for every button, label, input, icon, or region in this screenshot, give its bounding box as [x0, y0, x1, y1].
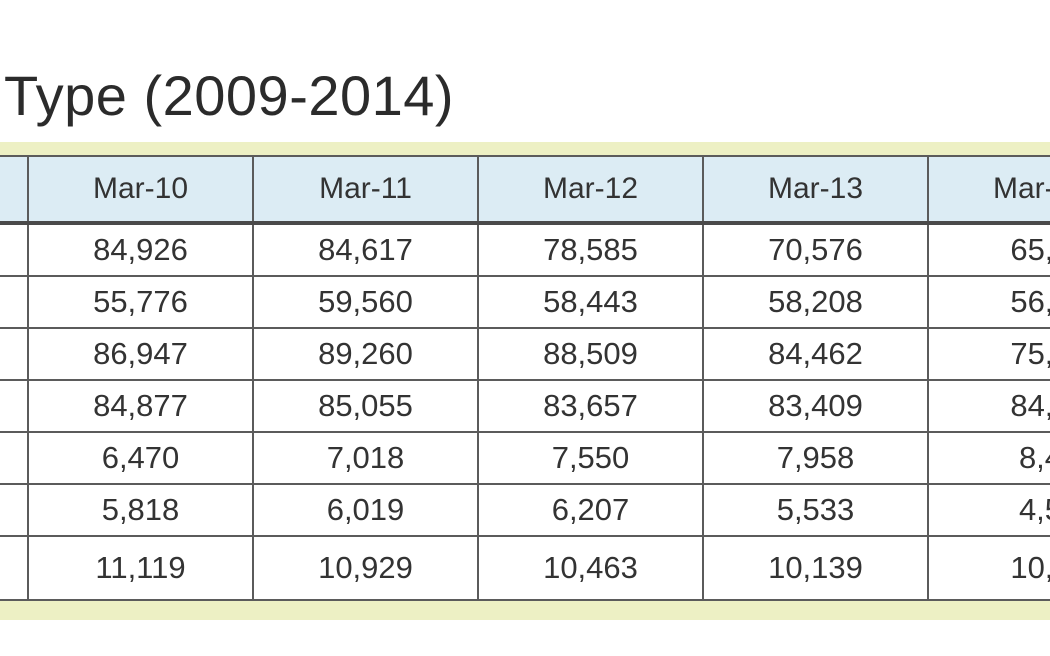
table-cell: 84,617 [252, 222, 479, 277]
table-cell: 55,776 [27, 275, 254, 329]
table-cell: 7,958 [702, 431, 929, 485]
column-header-mar-10: Mar-10 [27, 155, 254, 225]
row-label-cell [0, 379, 29, 433]
table-cell: 10,139 [702, 535, 929, 601]
table-cell: 56,0 [927, 275, 1050, 329]
table-cell: 5,818 [27, 483, 254, 537]
table-cell: 10,5 [927, 535, 1050, 601]
table-row: 55,776 59,560 58,443 58,208 56,0 [0, 275, 1050, 329]
row-label-cell [0, 431, 29, 485]
table-cell: 70,576 [702, 222, 929, 277]
column-header-label [0, 155, 29, 225]
table-cell: 85,055 [252, 379, 479, 433]
table-container: Mar-10 Mar-11 Mar-12 Mar-13 Mar-14 84,92… [0, 155, 1050, 605]
table-cell: 84,877 [27, 379, 254, 433]
table-cell: 8,4 [927, 431, 1050, 485]
table-row: 84,877 85,055 83,657 83,409 84,5 [0, 379, 1050, 433]
table-cell: 5,533 [702, 483, 929, 537]
column-header-mar-13: Mar-13 [702, 155, 929, 225]
table-cell: 10,929 [252, 535, 479, 601]
table-cell: 7,018 [252, 431, 479, 485]
table-row: 5,818 6,019 6,207 5,533 4,5 [0, 483, 1050, 537]
column-header-mar-12: Mar-12 [477, 155, 704, 225]
table-cell: 84,462 [702, 327, 929, 381]
table-title: Type (2009-2014) [4, 64, 455, 127]
table-row: 86,947 89,260 88,509 84,462 75,8 [0, 327, 1050, 381]
table-cell: 58,443 [477, 275, 704, 329]
table-cell: 58,208 [702, 275, 929, 329]
table-row: 11,119 10,929 10,463 10,139 10,5 [0, 535, 1050, 601]
table-cell: 75,8 [927, 327, 1050, 381]
row-label-cell [0, 327, 29, 381]
table-cell: 84,5 [927, 379, 1050, 433]
table-cell: 6,470 [27, 431, 254, 485]
table-cell: 83,657 [477, 379, 704, 433]
table-cell: 4,5 [927, 483, 1050, 537]
table-cell: 88,509 [477, 327, 704, 381]
data-table: Mar-10 Mar-11 Mar-12 Mar-13 Mar-14 84,92… [0, 155, 1050, 601]
table-row: 6,470 7,018 7,550 7,958 8,4 [0, 431, 1050, 485]
table-cell: 84,926 [27, 222, 254, 277]
column-header-mar-11: Mar-11 [252, 155, 479, 225]
table-cell: 83,409 [702, 379, 929, 433]
row-label-cell [0, 535, 29, 601]
table-cell: 7,550 [477, 431, 704, 485]
table-cell: 10,463 [477, 535, 704, 601]
row-label-cell [0, 275, 29, 329]
table-cell: 86,947 [27, 327, 254, 381]
table-cell: 65,9 [927, 222, 1050, 277]
table-cell: 11,119 [27, 535, 254, 601]
column-header-mar-14: Mar-14 [927, 155, 1050, 225]
table-cell: 78,585 [477, 222, 704, 277]
table-cell: 89,260 [252, 327, 479, 381]
row-label-cell [0, 222, 29, 277]
table-cell: 6,019 [252, 483, 479, 537]
table-row: 84,926 84,617 78,585 70,576 65,9 [0, 222, 1050, 277]
header-row: Mar-10 Mar-11 Mar-12 Mar-13 Mar-14 [0, 155, 1050, 225]
table-cell: 59,560 [252, 275, 479, 329]
row-label-cell [0, 483, 29, 537]
table-cell: 6,207 [477, 483, 704, 537]
